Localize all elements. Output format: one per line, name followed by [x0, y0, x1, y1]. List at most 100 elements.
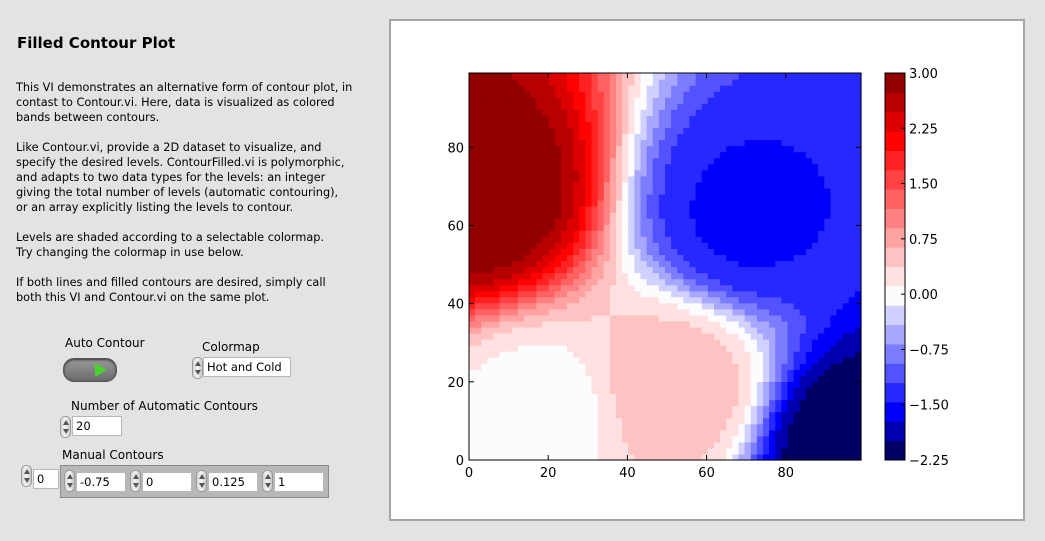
element-spinner[interactable] — [196, 470, 207, 492]
contour-cell — [701, 357, 709, 364]
contour-cell — [707, 236, 715, 243]
contour-cell — [836, 127, 844, 135]
num-auto-contours-spinner[interactable] — [60, 416, 71, 438]
contour-cell — [469, 453, 476, 461]
contour-cell — [707, 91, 715, 98]
contour-cell — [475, 91, 482, 98]
contour-cell — [787, 405, 795, 413]
array-index-input[interactable]: 0 — [33, 469, 59, 489]
contour-cell — [683, 381, 691, 389]
manual-contour-value[interactable]: 0 — [142, 472, 192, 492]
contour-cell — [830, 284, 838, 292]
contour-cell — [585, 393, 593, 401]
contour-cell — [842, 326, 850, 334]
contour-cell — [487, 290, 495, 298]
contour-cell — [744, 345, 752, 352]
contour-cell — [622, 387, 629, 395]
contour-cell — [579, 393, 586, 401]
colorbar-band — [885, 421, 905, 442]
contour-cell — [542, 302, 550, 310]
contour-cell — [689, 357, 697, 364]
contour-cell — [677, 103, 684, 110]
colormap-ring[interactable]: Hot and Cold — [203, 357, 291, 377]
contour-cell — [769, 393, 776, 401]
contour-cell — [787, 272, 795, 280]
contour-cell — [775, 393, 782, 401]
contour-cell — [744, 278, 752, 286]
contour-cell — [628, 115, 635, 122]
manual-contour-value[interactable]: 0.125 — [208, 472, 258, 492]
array-index-spinner[interactable] — [21, 465, 32, 487]
contour-cell — [542, 284, 550, 292]
contour-cell — [475, 423, 482, 431]
contour-cell — [763, 181, 770, 189]
contour-cell — [548, 284, 556, 292]
contour-cell — [714, 254, 721, 262]
contour-cell — [616, 399, 623, 407]
contour-cell — [499, 302, 507, 310]
contour-cell — [493, 453, 501, 461]
contour-cell — [591, 266, 599, 274]
contour-cell — [585, 181, 593, 189]
contour-cell — [511, 121, 519, 129]
colormap-spinner[interactable] — [192, 357, 203, 379]
manual-contour-value[interactable]: -0.75 — [76, 472, 126, 492]
contour-cell — [854, 326, 862, 334]
contour-cell — [701, 375, 709, 382]
manual-contour-value[interactable]: 1 — [274, 472, 324, 492]
contour-cell — [818, 339, 825, 346]
auto-contour-toggle[interactable] — [63, 358, 117, 382]
num-auto-contours-input[interactable]: 20 — [72, 416, 122, 436]
contour-cell — [842, 193, 850, 201]
contour-cell — [726, 224, 733, 231]
contour-cell — [487, 435, 495, 443]
contour-cell — [744, 351, 752, 358]
contour-cell — [640, 387, 648, 395]
element-spinner[interactable] — [64, 470, 75, 492]
contour-cell — [695, 405, 703, 413]
contour-cell — [475, 333, 482, 340]
contour-cell — [689, 121, 697, 129]
contour-cell — [634, 163, 642, 171]
description-paragraph: Like Contour.vi, provide a 2D dataset to… — [16, 141, 345, 214]
contour-cell — [567, 73, 574, 80]
contour-cell — [524, 163, 531, 171]
element-spinner[interactable] — [262, 470, 273, 492]
contour-cell — [481, 357, 488, 364]
contour-cell — [487, 139, 495, 147]
contour-cell — [854, 417, 862, 425]
contour-cell — [824, 290, 831, 298]
contour-cell — [622, 266, 629, 274]
contour-cell — [530, 91, 537, 98]
contour-cell — [812, 447, 819, 455]
contour-cell — [518, 411, 525, 419]
contour-cell — [560, 417, 568, 425]
contour-cell — [689, 417, 697, 425]
contour-cell — [714, 399, 721, 407]
contour-cell — [738, 357, 746, 364]
contour-cell — [652, 151, 660, 159]
contour-cell — [469, 175, 476, 183]
contour-cell — [567, 109, 574, 116]
contour-cell — [658, 326, 666, 334]
contour-cell — [763, 242, 770, 249]
contour-cell — [499, 254, 507, 262]
contour-cell — [603, 423, 611, 431]
contour-cell — [732, 284, 740, 292]
contour-cell — [781, 369, 789, 376]
element-spinner[interactable] — [130, 470, 141, 492]
contour-cell — [573, 417, 580, 425]
contour-cell — [671, 441, 678, 449]
contour-cell — [475, 218, 482, 225]
contour-cell — [603, 333, 611, 340]
contour-cell — [671, 357, 678, 364]
contour-cell — [714, 206, 721, 213]
contour-cell — [775, 320, 782, 328]
contour-cell — [787, 85, 795, 92]
contour-cell — [818, 381, 825, 389]
contour-cell — [701, 302, 709, 310]
contour-cell — [499, 175, 507, 183]
contour-cell — [744, 151, 752, 159]
contour-cell — [769, 302, 776, 310]
contour-cell — [573, 151, 580, 159]
